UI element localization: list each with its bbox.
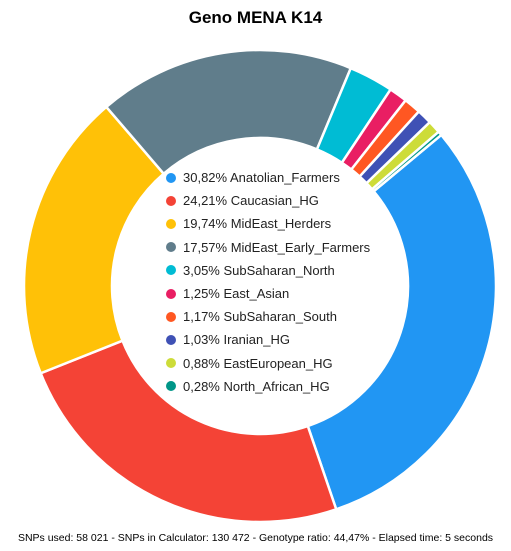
legend-label: 0,88% EastEuropean_HG xyxy=(183,355,333,371)
legend-item: 1,03% Iranian_HG xyxy=(166,328,396,351)
legend-marker xyxy=(166,172,176,183)
legend-marker xyxy=(166,358,176,369)
stats-footer: SNPs used: 58 021 - SNPs in Calculator: … xyxy=(17,532,494,544)
legend-marker xyxy=(166,334,176,345)
legend-marker xyxy=(166,288,176,299)
legend-item: 0,88% EastEuropean_HG xyxy=(166,352,396,375)
legend-label: 1,25% East_Asian xyxy=(183,286,290,302)
legend-label: 1,03% Iranian_HG xyxy=(183,332,290,348)
legend-label: 0,28% North_African_HG xyxy=(183,378,330,394)
chart-title: Geno MENA K14 xyxy=(188,8,323,27)
legend-marker xyxy=(166,381,176,392)
legend-item: 30,82% Anatolian_Farmers xyxy=(166,166,396,189)
legend-item: 24,21% Caucasian_HG xyxy=(166,189,396,212)
legend-marker xyxy=(166,218,176,229)
legend-marker xyxy=(166,265,176,276)
donut-slice-caucasian-hg[interactable] xyxy=(39,339,338,524)
legend-marker xyxy=(166,311,176,322)
legend-label: 30,82% Anatolian_Farmers xyxy=(183,170,340,186)
legend-item: 19,74% MidEast_Herders xyxy=(166,212,396,235)
legend-item: 17,57% MidEast_Early_Farmers xyxy=(166,236,396,259)
legend-marker xyxy=(166,195,176,206)
legend-item: 1,17% SubSaharan_South xyxy=(166,305,396,328)
legend-item: 3,05% SubSaharan_North xyxy=(166,259,396,282)
legend-item: 1,25% East_Asian xyxy=(166,282,396,305)
legend-label: 3,05% SubSaharan_North xyxy=(183,262,335,278)
legend-label: 19,74% MidEast_Herders xyxy=(183,216,332,232)
legend-label: 1,17% SubSaharan_South xyxy=(183,309,337,325)
donut-slice-anatolian-farmers[interactable] xyxy=(306,133,498,511)
legend-item: 0,28% North_African_HG xyxy=(166,375,396,398)
legend-label: 24,21% Caucasian_HG xyxy=(183,193,319,209)
legend-label: 17,57% MidEast_Early_Farmers xyxy=(183,239,371,255)
donut-slice-north-african-hg[interactable] xyxy=(370,130,443,193)
chart-legend: 30,82% Anatolian_Farmers 24,21% Caucasian… xyxy=(166,166,396,398)
legend-marker xyxy=(166,242,176,253)
